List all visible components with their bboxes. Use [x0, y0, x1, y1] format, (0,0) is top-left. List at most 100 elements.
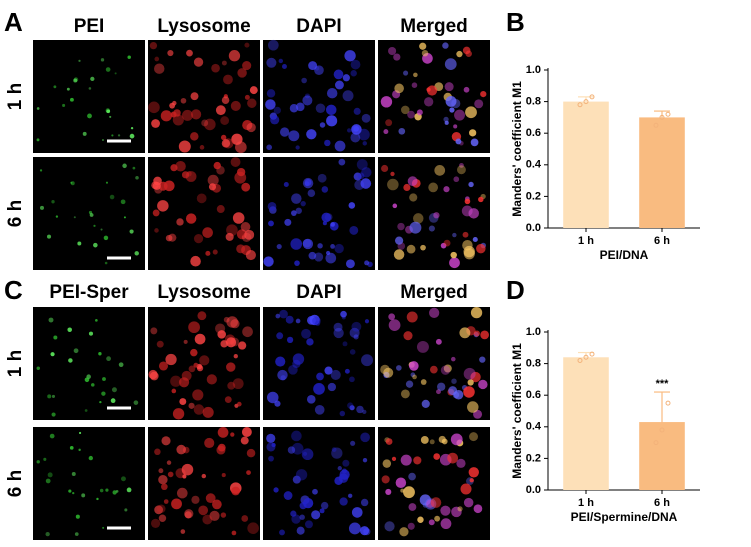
cell-signal — [330, 369, 341, 380]
cell-signal — [181, 109, 193, 121]
y-tick-label: 0.0 — [526, 222, 541, 234]
cell-signal — [393, 53, 401, 61]
cell-signal — [217, 330, 226, 339]
cell-signal — [124, 508, 128, 512]
cell-signal — [314, 65, 324, 76]
cell-signal — [215, 323, 226, 334]
cell-signal — [434, 515, 441, 522]
cell-signal — [420, 244, 426, 251]
cell-signal — [275, 313, 281, 319]
cell-signal — [206, 374, 217, 385]
cell-signal — [96, 497, 99, 501]
cell-signal — [292, 475, 301, 484]
cell-signal — [178, 377, 190, 388]
cell-signal — [268, 220, 274, 227]
cell-signal — [73, 78, 78, 83]
panel-label: C — [4, 275, 23, 305]
cell-signal — [90, 76, 95, 82]
cell-signal — [234, 171, 247, 184]
column-header: DAPI — [296, 16, 341, 37]
cell-signal — [242, 326, 253, 338]
cell-signal — [158, 514, 167, 522]
cell-signal — [105, 67, 111, 72]
cell-signal — [348, 202, 356, 209]
cell-signal — [480, 90, 487, 98]
cell-signal — [447, 452, 459, 464]
cell-signal — [263, 256, 274, 267]
cell-signal — [223, 74, 233, 85]
cell-signal — [78, 431, 82, 435]
cell-signal — [359, 526, 370, 536]
cell-signal — [327, 382, 337, 392]
cell-signal — [292, 359, 301, 369]
micrograph — [33, 427, 145, 540]
cell-signal — [275, 356, 286, 367]
y-tick-label: 0.6 — [526, 389, 541, 401]
cell-signal — [347, 493, 353, 499]
cell-signal — [413, 72, 418, 78]
y-tick-label: 0.0 — [526, 484, 541, 496]
bar — [563, 357, 609, 490]
cell-signal — [99, 400, 102, 404]
cell-signal — [39, 169, 43, 172]
cell-signal — [70, 181, 75, 186]
cell-signal — [47, 472, 53, 478]
cell-signal — [227, 381, 236, 390]
cell-signal — [77, 241, 82, 246]
cell-signal — [152, 181, 161, 190]
cell-signal — [149, 41, 158, 50]
cell-signal — [180, 529, 186, 534]
cell-signal — [104, 261, 108, 265]
y-tick-label: 0.6 — [526, 127, 541, 139]
cell-signal — [451, 356, 456, 362]
y-tick-label: 1.0 — [526, 64, 541, 76]
cell-signal — [296, 526, 305, 535]
cell-signal — [407, 110, 415, 119]
cell-signal — [211, 63, 220, 73]
cell-signal — [325, 252, 337, 264]
cell-signal — [53, 85, 57, 89]
cell-signal — [302, 177, 314, 189]
cell-signal — [341, 468, 347, 474]
cell-signal — [349, 225, 359, 235]
cell-signal — [39, 205, 45, 210]
cell-signal — [319, 508, 325, 514]
cell-signal — [314, 252, 324, 262]
cell-signal — [276, 332, 284, 340]
cell-signal — [440, 518, 452, 530]
cell-signal — [462, 240, 473, 251]
cell-signal — [338, 473, 349, 483]
cell-signal — [383, 129, 389, 135]
cell-signal — [388, 319, 401, 331]
cell-signal — [247, 522, 259, 534]
cell-signal — [291, 210, 297, 217]
cell-signal — [150, 518, 161, 528]
cell-signal — [456, 50, 463, 58]
cell-signal — [110, 398, 116, 404]
cell-signal — [330, 222, 335, 227]
cell-signal — [476, 243, 486, 254]
micrograph — [33, 40, 145, 153]
cell-signal — [333, 69, 344, 80]
cell-signal — [408, 503, 417, 511]
cell-signal — [172, 114, 184, 126]
cell-signal — [302, 238, 314, 250]
cell-signal — [106, 109, 111, 114]
cell-signal — [241, 182, 251, 192]
cell-signal — [170, 111, 177, 118]
cell-signal — [419, 42, 427, 50]
cell-signal — [317, 173, 327, 183]
cell-signal — [316, 372, 324, 381]
cell-signal — [339, 497, 348, 506]
cell-signal — [158, 361, 169, 371]
x-tick-label: 6 h — [654, 235, 670, 247]
cell-signal — [246, 448, 256, 458]
cell-signal — [424, 97, 434, 107]
cell-signal — [197, 311, 207, 321]
cell-signal — [165, 234, 173, 242]
cell-signal — [472, 236, 478, 243]
cell-signal — [304, 520, 313, 529]
cell-signal — [118, 362, 124, 368]
cell-signal — [480, 330, 490, 340]
cell-signal — [246, 470, 251, 475]
